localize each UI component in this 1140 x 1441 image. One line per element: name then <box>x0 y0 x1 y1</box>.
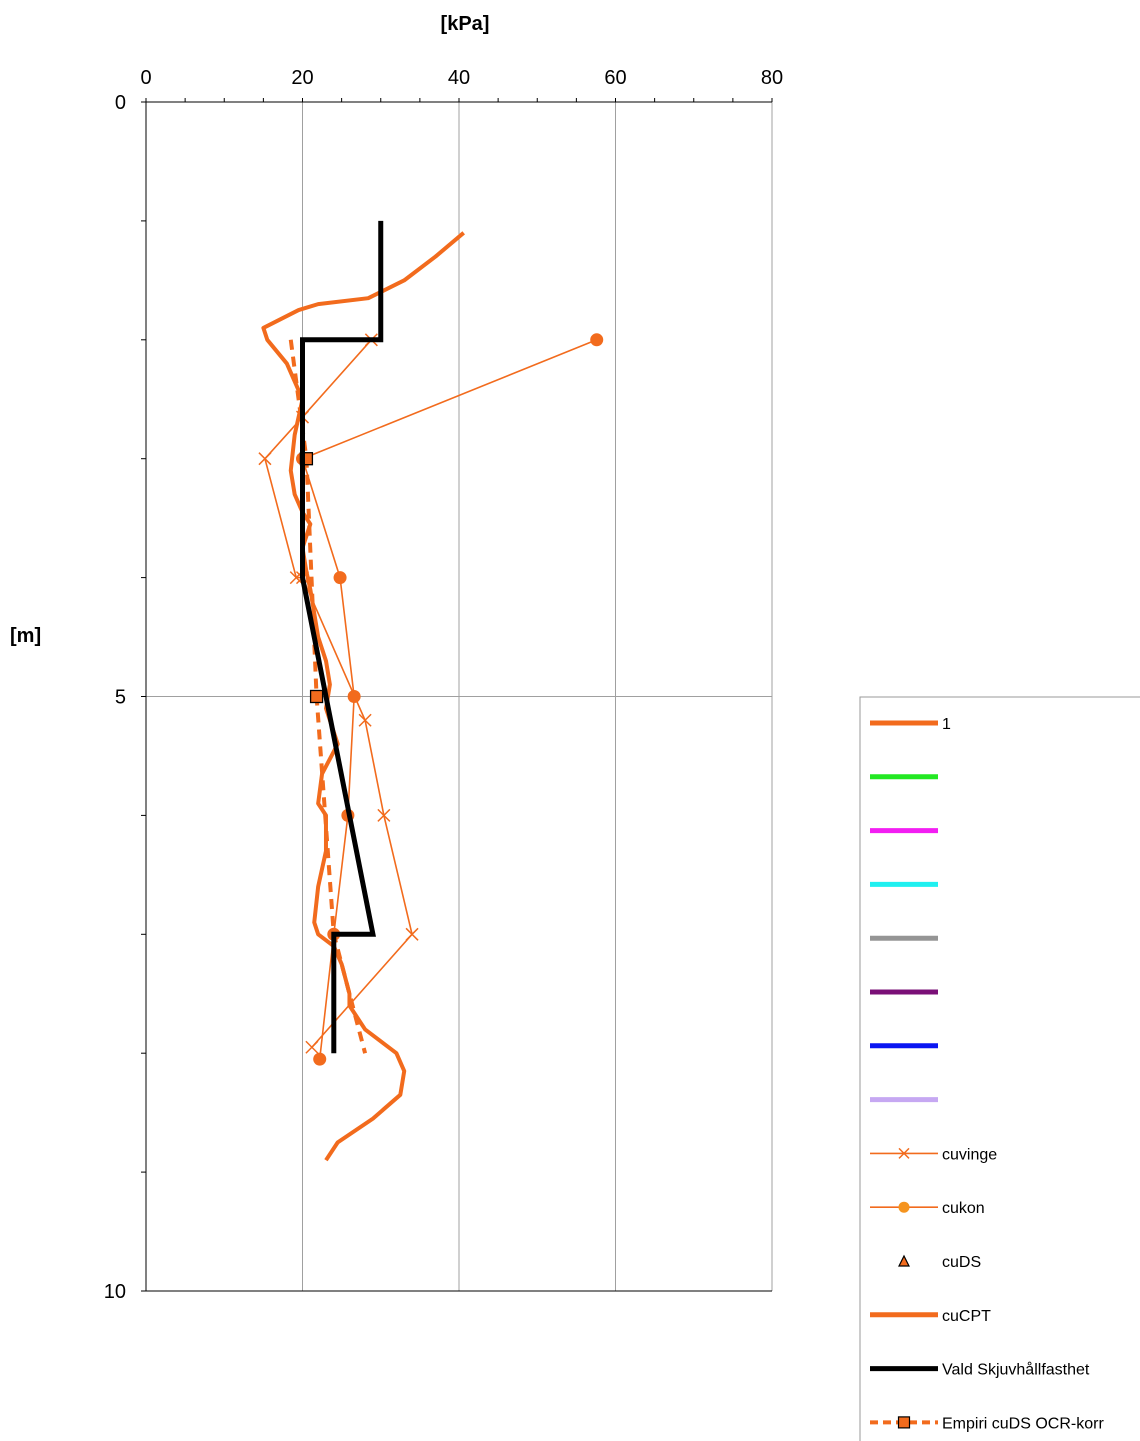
series-cucpt-line <box>261 231 465 1162</box>
series-cuvinge-point <box>305 1040 319 1054</box>
series-cukon-point <box>313 1052 327 1066</box>
series-cuvinge-point <box>258 452 272 466</box>
legend-label: Vald Skjuvhållfasthet <box>942 1361 1090 1379</box>
series-cukon-point <box>590 333 604 347</box>
legend-label: cuvinge <box>942 1146 997 1163</box>
y-tick-label: 5 <box>115 687 126 709</box>
legend-entry: Vald Skjuvhållfasthet <box>870 1361 1090 1379</box>
x-tick-label: 40 <box>448 67 470 89</box>
legend-marker <box>898 1254 910 1267</box>
series-cuvinge-line <box>264 339 413 1048</box>
legend-marker <box>898 1147 910 1159</box>
axes: 0 20 40 60 80 0 5 10 <box>104 67 783 1303</box>
x-tick-label: 20 <box>291 67 313 89</box>
series-cuvinge-point <box>405 927 419 941</box>
legend-marker <box>898 1201 910 1213</box>
legend-entry: cuDS <box>898 1254 981 1271</box>
series-vald-line <box>300 220 384 1054</box>
legend-label: cuCPT <box>942 1308 991 1325</box>
series-cukon-point <box>347 690 361 703</box>
y-axis-title: [m] <box>10 625 41 647</box>
legend-label: 1 <box>942 716 951 733</box>
legend-entry: cuvinge <box>870 1146 997 1163</box>
legend-marker <box>897 1416 911 1429</box>
x-tick-label: 60 <box>604 67 626 89</box>
y-tick-label: 10 <box>104 1281 126 1303</box>
legend-entry: Empiri cuDS OCR-korr <box>870 1415 1104 1432</box>
x-tick-label: 80 <box>761 67 783 89</box>
legend-entry: cukon <box>870 1200 985 1217</box>
series-empiri-point <box>309 689 324 704</box>
x-axis-title: [kPa] <box>441 13 490 35</box>
grid <box>146 102 773 1291</box>
series-cuvinge-point <box>377 808 391 822</box>
legend-label: cuDS <box>942 1254 981 1271</box>
series <box>258 220 604 1162</box>
legend-label: cukon <box>942 1200 985 1217</box>
series-cukon-point <box>333 571 347 585</box>
x-tick-label: 0 <box>140 67 151 89</box>
legend-box <box>859 696 1140 1441</box>
series-cuvinge-point <box>358 713 372 727</box>
legend: 1 cuvinge cukon cuDS cuCPT Vald Skjuvhållfast… <box>870 716 1104 1432</box>
legend-entry: 1 <box>870 716 951 733</box>
legend-label: Empiri cuDS OCR-korr <box>942 1415 1104 1432</box>
legend-entry: cuCPT <box>870 1308 991 1325</box>
y-tick-label: 0 <box>115 92 126 114</box>
series-cukon-line <box>301 339 598 1060</box>
